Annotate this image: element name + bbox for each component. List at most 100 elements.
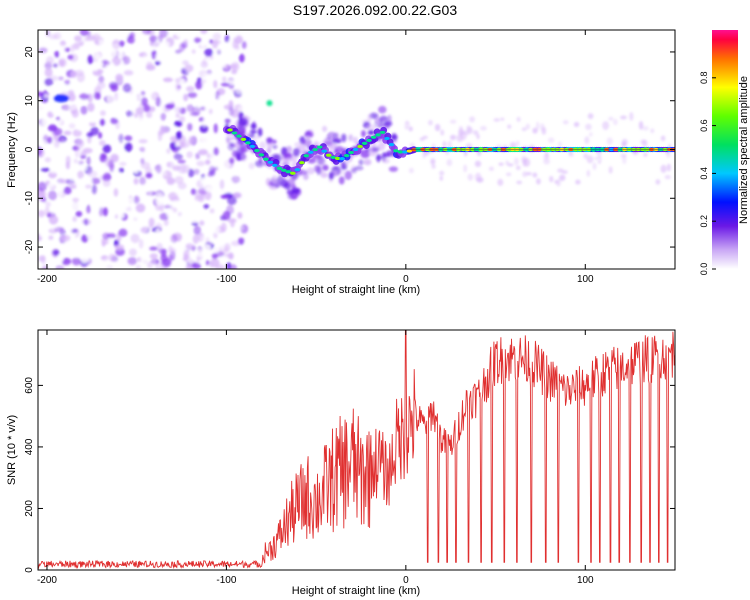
spectrogram-blob xyxy=(138,238,144,249)
spectrogram-blob xyxy=(559,174,566,181)
spectrogram-blob xyxy=(58,76,64,81)
spectrogram-blob xyxy=(155,97,162,107)
spectrogram-ridge-core xyxy=(276,166,283,171)
spectrogram-blob xyxy=(228,252,234,260)
spectrogram-blob xyxy=(188,168,195,178)
spectrogram-blob xyxy=(79,93,90,100)
spectrogram-blob xyxy=(306,167,315,175)
snr-ytick-label: 200 xyxy=(24,500,35,517)
spectrogram-blob xyxy=(619,115,627,120)
spectrogram-blob xyxy=(509,114,516,122)
spectrogram-blob xyxy=(77,170,84,180)
spectrogram-blob xyxy=(199,220,205,226)
spectrogram-blob xyxy=(186,200,192,206)
spectrogram-blob xyxy=(113,205,119,211)
spectrogram-blob xyxy=(161,50,167,58)
spectrogram-blob xyxy=(197,144,204,150)
spectrogram-blob xyxy=(268,181,274,186)
snr-xtick-label: 0 xyxy=(403,575,409,586)
spectrogram-ridge-core xyxy=(330,155,336,160)
spectrogram-blob xyxy=(467,173,474,181)
spectrogram-blob xyxy=(44,206,50,216)
spectrogram-blob xyxy=(416,122,424,128)
spectrogram-blob xyxy=(206,225,214,235)
spectrogram-ytick-label: 0 xyxy=(24,146,35,152)
spectrogram-blob xyxy=(188,249,197,258)
spectrogram-blob xyxy=(205,113,215,122)
spectrogram-blob xyxy=(177,211,183,217)
spectrogram-blob xyxy=(664,174,672,180)
spectrogram-blob xyxy=(419,137,425,141)
spectrogram-blob xyxy=(110,84,119,92)
spectrogram-blob xyxy=(98,132,103,139)
spectrogram-ridge-core xyxy=(334,156,341,161)
spectrogram-blob xyxy=(213,79,218,89)
spectrogram-blob xyxy=(460,131,467,141)
spectrogram-blob xyxy=(145,111,153,119)
spectrogram-blob xyxy=(198,259,205,265)
spectrogram-blob xyxy=(191,63,200,72)
spectrogram-blob xyxy=(149,35,157,43)
spectrogram-ridge-core xyxy=(388,143,395,147)
spectrogram-ridge-core xyxy=(375,133,381,137)
spectrogram-blob xyxy=(515,165,521,171)
spectrogram-blob xyxy=(98,206,104,217)
spectrogram-blob xyxy=(149,44,155,51)
spectrogram-blob xyxy=(191,262,202,269)
spectrogram-blob xyxy=(60,116,68,122)
spectrogram-blob xyxy=(86,30,92,37)
spectrogram-blob xyxy=(118,228,128,237)
spectrogram-blob xyxy=(376,153,381,163)
spectrogram-blob xyxy=(117,213,125,219)
spectrogram-blob xyxy=(367,114,372,122)
spectrogram-blob xyxy=(225,136,231,143)
spectrogram-blob xyxy=(352,136,359,144)
spectrogram-blob xyxy=(43,93,49,99)
spectrogram-blob xyxy=(67,54,74,60)
spectrogram-blob xyxy=(158,141,167,150)
spectrogram-blob xyxy=(525,172,532,176)
spectrogram-blob xyxy=(86,156,91,166)
spectrogram-blob xyxy=(119,149,127,155)
spectrogram-blob xyxy=(38,124,45,130)
spectrogram-blob xyxy=(200,136,208,143)
spectrogram-blob xyxy=(135,107,144,115)
spectrogram-ridge-core xyxy=(290,171,296,175)
spectrogram-blob xyxy=(167,116,173,124)
spectrogram-blob xyxy=(562,120,569,125)
spectrogram-blob xyxy=(55,265,65,269)
spectrogram-blob xyxy=(115,143,121,153)
spectrogram-blob xyxy=(73,249,81,259)
spectrogram-ridge-core xyxy=(258,153,265,157)
spectrogram-blob xyxy=(102,144,112,154)
spectrogram-blob xyxy=(591,123,597,128)
spectrogram-ridge-core xyxy=(343,153,350,158)
colorbar-tick-label: 0.8 xyxy=(699,72,709,85)
spectrogram-blob xyxy=(588,132,593,137)
spectrogram-blob xyxy=(204,186,214,193)
spectrogram-blob xyxy=(63,186,72,195)
spectrogram-ridge-core xyxy=(312,148,319,152)
spectrogram-blob xyxy=(547,137,555,143)
spectrogram-blob xyxy=(126,241,135,246)
spectrogram-blob xyxy=(54,158,60,168)
spectrogram-blob xyxy=(70,70,78,78)
spectrogram-blob xyxy=(198,79,207,84)
spectrogram-blob xyxy=(382,158,390,164)
spectrogram-blob xyxy=(71,257,82,266)
spectrogram-blob xyxy=(47,86,54,92)
spectrogram-blob xyxy=(141,30,152,35)
spectrogram-blob xyxy=(106,233,116,239)
spectrogram-blob xyxy=(223,92,232,100)
spectrogram-blob xyxy=(179,107,186,115)
spectrogram-blob xyxy=(186,85,195,92)
spectrogram-blob xyxy=(208,235,214,245)
spectrogram-blob xyxy=(138,139,148,144)
spectrogram-blob xyxy=(172,200,178,206)
spectrogram-blob xyxy=(142,252,148,261)
spectrogram-blob xyxy=(254,160,265,168)
spectrogram-blob xyxy=(449,119,457,124)
spectrogram-blob xyxy=(211,225,220,234)
spectrogram-blob xyxy=(226,204,234,215)
